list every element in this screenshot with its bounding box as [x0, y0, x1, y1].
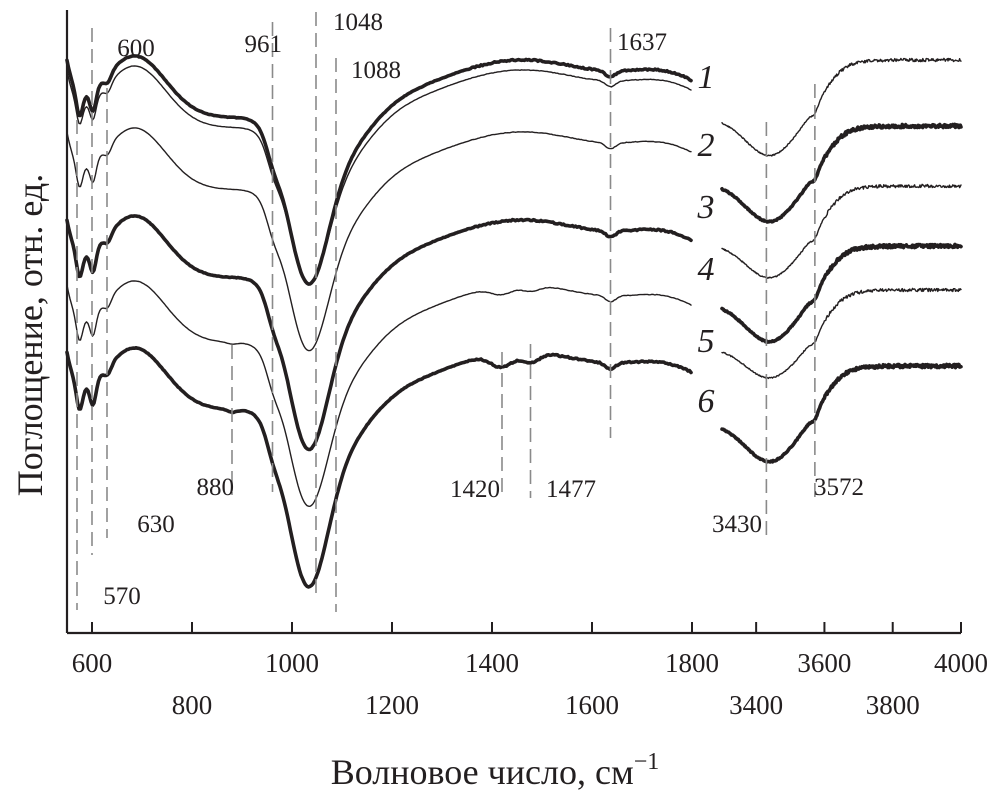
- spectrum-line-2-high: [722, 124, 961, 222]
- curve-label-6: 6: [698, 383, 715, 420]
- spectrum-line-4-low: [67, 216, 691, 450]
- spectrum-line-1-low: [67, 66, 691, 283]
- peak-label-961: 961: [245, 31, 283, 58]
- peak-label-1088: 1088: [351, 57, 401, 84]
- x-tick-label: 1000: [265, 648, 319, 678]
- peak-label-3430: 3430: [712, 511, 762, 538]
- x-tick-label: 1200: [365, 690, 419, 720]
- axes-group: [67, 10, 961, 633]
- x-tick-label: 3400: [729, 690, 783, 720]
- y-axis-title: Поглощение, отн. ед.: [10, 174, 50, 496]
- x-axis-title: Волновое число, см−1: [331, 749, 660, 792]
- spectrum-line-3-low: [67, 128, 691, 351]
- curve-label-1: 1: [698, 59, 715, 96]
- x-tick-label: 1400: [465, 648, 519, 678]
- x-tick-label: 600: [72, 648, 113, 678]
- spectrum-line-1-high: [722, 58, 961, 156]
- peak-label-1420: 1420: [450, 476, 500, 503]
- peak-label-1048: 1048: [333, 9, 383, 36]
- curve-label-5: 5: [698, 323, 715, 360]
- curve-labels-group: 1 2 3 4 5 6: [697, 59, 715, 420]
- x-tick-label: 800: [172, 690, 213, 720]
- spectra-group: [67, 56, 961, 587]
- x-tick-label: 1600: [565, 690, 619, 720]
- peak-label-570: 570: [103, 583, 141, 610]
- spectrum-line-6-high: [722, 364, 961, 462]
- curve-label-3: 3: [697, 189, 715, 226]
- x-tick-label: 3800: [866, 690, 920, 720]
- peak-label-1637: 1637: [617, 29, 667, 56]
- spectrum-line-6-low: [67, 348, 691, 587]
- spectrum-line-5-low: [67, 281, 691, 506]
- curve-label-2: 2: [698, 127, 715, 164]
- spectrum-line-4-high: [722, 244, 961, 342]
- peak-label-3572: 3572: [814, 474, 864, 501]
- curve-label-4: 4: [698, 251, 715, 288]
- x-ticks-group: [92, 622, 961, 633]
- peak-label-600: 600: [117, 35, 155, 62]
- x-tick-label: 4000: [934, 648, 988, 678]
- x-tick-label: 3600: [797, 648, 851, 678]
- peak-label-880: 880: [197, 474, 235, 501]
- peak-label-630: 630: [137, 511, 175, 538]
- spectrum-line-3-high: [722, 184, 961, 278]
- peak-markers-group: 570 600 630 880 961 1048 1088 1420 1477 1637 3430 3…: [77, 9, 864, 612]
- x-tick-labels-group: 600 800 1000 1200 1400 1600 1800 3400 3600 3800 40…: [72, 648, 988, 720]
- peak-label-1477: 1477: [546, 476, 596, 503]
- spectrum-line-2-low: [67, 56, 691, 284]
- x-tick-label: 1800: [665, 648, 719, 678]
